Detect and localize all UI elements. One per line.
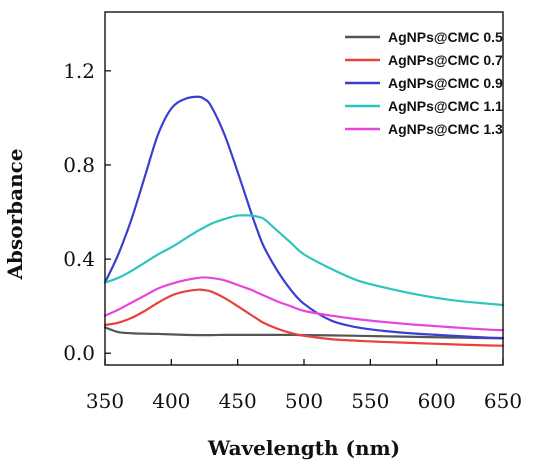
legend: AgNPs@CMC 0.5 AgNPs@CMC 0.7 AgNPs@CMC 0.9 A…: [345, 29, 503, 137]
legend-label: AgNPs@CMC 0.7: [388, 52, 503, 68]
y-tick-label: 0.4: [63, 247, 95, 271]
y-axis: 0.0 0.4 0.8 1.2: [63, 59, 111, 365]
x-tick-label: 450: [219, 389, 257, 413]
x-axis: 350 400 450 500 550 600 650: [86, 359, 522, 413]
x-axis-title: Wavelength (nm): [207, 436, 400, 460]
x-tick-label: 650: [484, 389, 522, 413]
series-line-4: [103, 276, 505, 332]
legend-label: AgNPs@CMC 1.3: [388, 121, 503, 137]
y-tick-label: 0.8: [63, 153, 95, 177]
legend-label: AgNPs@CMC 0.9: [388, 75, 503, 91]
series-line-1: [103, 288, 505, 347]
x-tick-label: 400: [152, 389, 190, 413]
x-tick-label: 350: [86, 389, 124, 413]
x-tick-label: 550: [351, 389, 389, 413]
legend-label: AgNPs@CMC 1.1: [388, 98, 503, 114]
legend-label: AgNPs@CMC 0.5: [388, 29, 503, 45]
y-tick-label: 0.0: [63, 341, 95, 365]
x-tick-label: 600: [418, 389, 456, 413]
series-line-0: [103, 326, 505, 340]
y-tick-label: 1.2: [63, 59, 95, 83]
x-tick-label: 500: [285, 389, 323, 413]
series-line-2: [103, 95, 505, 340]
y-axis-title: Absorbance: [3, 148, 27, 280]
series-lines: [103, 95, 505, 347]
series-line-3: [103, 214, 505, 307]
